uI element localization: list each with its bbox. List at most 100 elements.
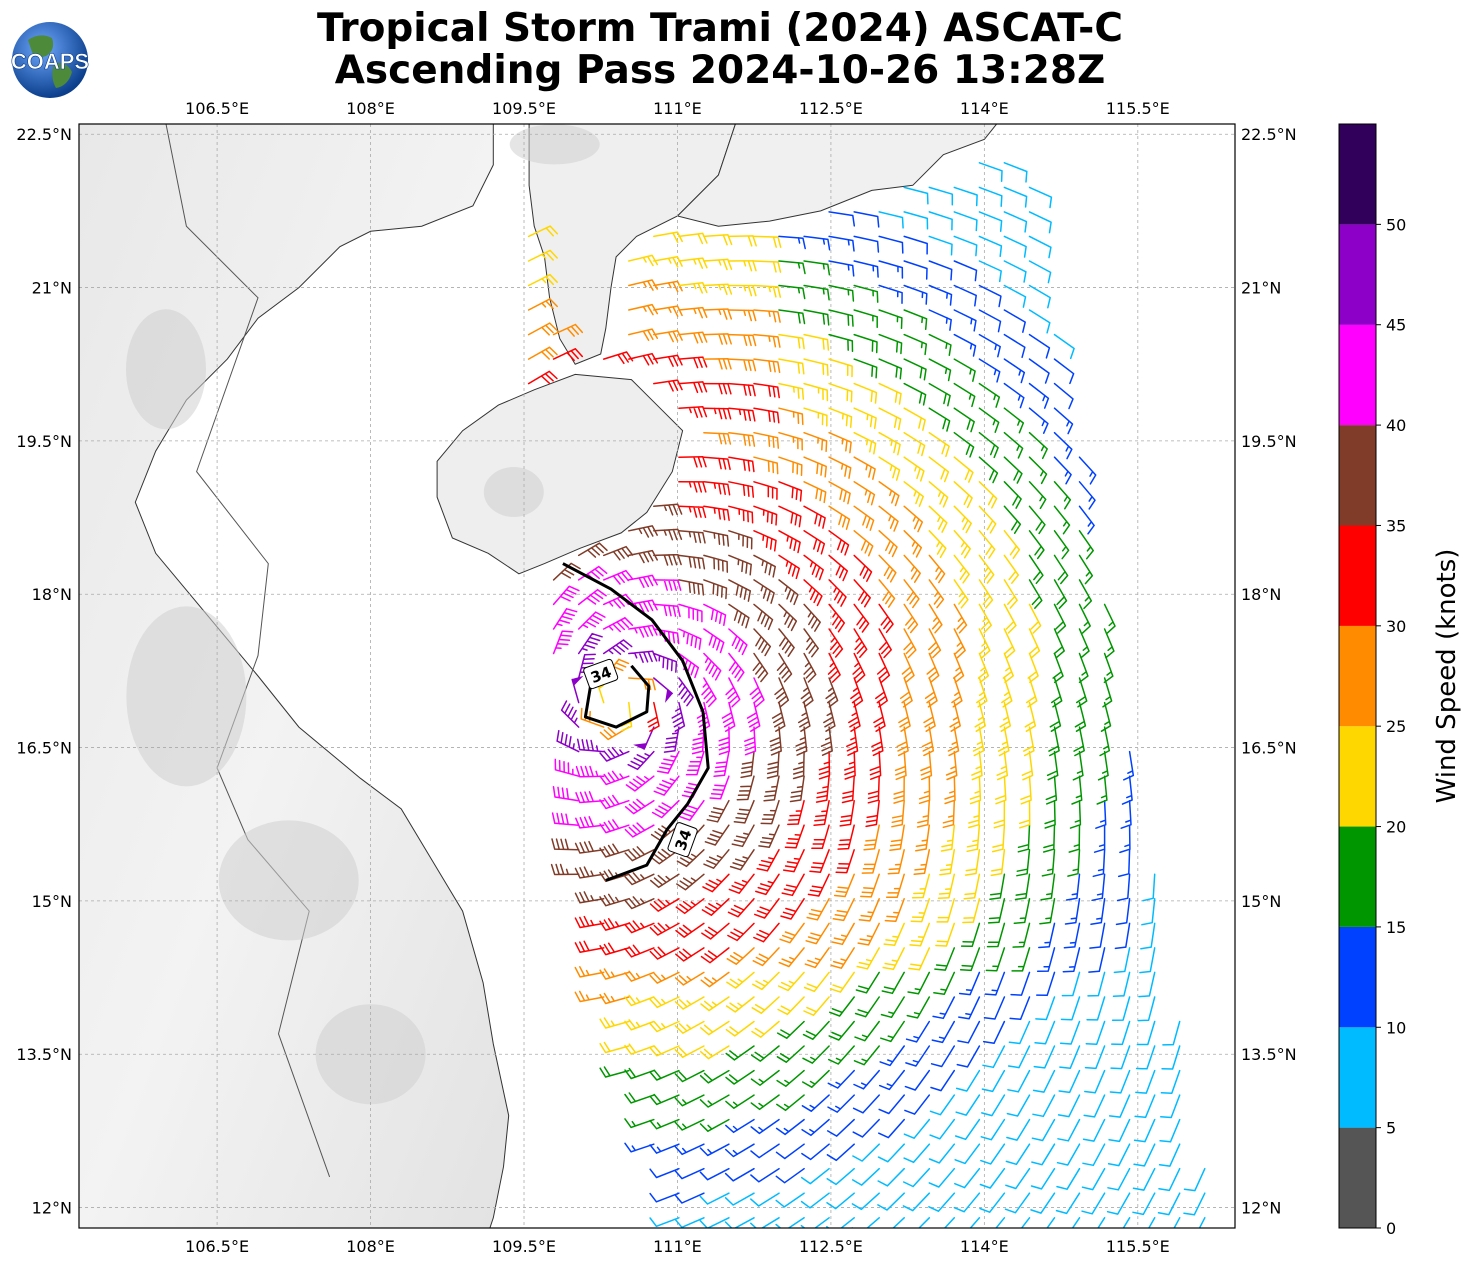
barb-staff: [703, 456, 731, 471]
wind-barb: [835, 849, 855, 874]
barb-staff: [577, 542, 608, 558]
colorbar-tick-label: 15: [1386, 918, 1406, 937]
barb-staff: [678, 331, 708, 344]
barb-staff: [828, 456, 852, 479]
wind-barb: [527, 322, 558, 336]
wind-barb: [663, 726, 680, 753]
wind-barb: [828, 456, 852, 479]
barb-staff: [826, 1192, 855, 1210]
wind-barb: [728, 235, 757, 247]
barb-staff: [1078, 554, 1094, 585]
wind-barb: [827, 652, 841, 683]
wind-barb: [1020, 1217, 1031, 1228]
barb-staff: [903, 1118, 931, 1139]
wind-barb: [678, 628, 702, 650]
barb-staff: [1028, 284, 1051, 309]
barb-staff: [959, 947, 981, 972]
barb-staff: [935, 922, 956, 947]
wind-barb: [878, 505, 899, 532]
barb-staff: [878, 211, 904, 229]
wind-barb: [778, 456, 803, 477]
barb-staff: [599, 746, 630, 762]
barb-staff: [1093, 824, 1106, 853]
wind-barb: [1068, 824, 1081, 853]
wind-barb: [703, 431, 732, 445]
barb-staff: [766, 750, 780, 779]
barb-staff: [700, 947, 730, 964]
barb-staff: [979, 1167, 1006, 1189]
barb-staff: [851, 1167, 880, 1186]
wind-barb: [879, 1045, 905, 1067]
wind-barb: [928, 579, 945, 609]
barb-staff: [699, 1192, 730, 1205]
wind-barb: [724, 1167, 755, 1182]
terrain-shade: [126, 606, 247, 787]
wind-barb: [944, 775, 956, 805]
barb-staff: [953, 382, 976, 408]
barb-staff: [828, 211, 856, 227]
barb-staff: [574, 966, 605, 978]
wind-barb: [753, 603, 774, 631]
lat-tick-label: 18°N: [32, 585, 72, 604]
wind-barb: [1083, 1094, 1106, 1118]
wind-barb: [787, 799, 805, 826]
barb-staff: [865, 799, 880, 828]
wind-barb: [1053, 554, 1069, 585]
wind-barb: [1011, 947, 1031, 972]
barb-staff: [678, 306, 708, 319]
wind-barb: [1053, 628, 1065, 659]
barb-staff: [733, 799, 755, 824]
wind-barb: [953, 456, 974, 483]
barb-staff: [829, 971, 855, 993]
barb-staff: [1082, 1118, 1106, 1142]
barb-staff: [1020, 775, 1032, 805]
wind-barb: [1138, 971, 1156, 998]
wind-barb: [778, 603, 798, 632]
wind-barb: [1110, 1045, 1131, 1070]
wind-barb: [837, 824, 855, 850]
barb-staff: [625, 775, 655, 792]
barb-staff: [1053, 382, 1074, 410]
wind-barb: [1134, 1094, 1156, 1119]
barb-staff: [903, 431, 926, 457]
barb-staff: [957, 1020, 981, 1044]
colorbar-tick-label: 40: [1386, 416, 1406, 435]
wind-barb: [750, 1192, 780, 1207]
barb-staff: [602, 617, 634, 633]
barb-staff: [1003, 603, 1017, 634]
barb-staff: [1002, 652, 1014, 684]
wind-barb: [752, 947, 780, 967]
barb-staff: [928, 554, 946, 584]
barb-staff: [703, 652, 722, 681]
barb-staff: [815, 775, 830, 803]
colorbar-segment: [1339, 224, 1376, 325]
barb-staff: [725, 1045, 755, 1061]
wind-barb: [752, 971, 780, 991]
wind-barb: [955, 1094, 981, 1116]
wind-barb: [1045, 775, 1058, 805]
wind-barb: [784, 824, 805, 849]
wind-barb: [803, 333, 830, 351]
wind-barb: [703, 382, 732, 395]
wind-barb: [574, 915, 605, 929]
wind-barb: [703, 603, 727, 627]
barb-staff: [883, 922, 905, 947]
barb-staff: [755, 873, 780, 896]
wind-barb: [828, 358, 853, 378]
barb-staff: [801, 1094, 830, 1112]
contour-34kt-outer: [562, 562, 710, 882]
wind-barb: [678, 406, 708, 418]
wind-barb: [882, 947, 905, 971]
wind-barb: [624, 920, 655, 934]
barb-staff: [820, 726, 833, 756]
wind-barb: [1107, 1167, 1131, 1191]
wind-barb: [1057, 1118, 1081, 1142]
wind-barb: [1003, 382, 1025, 409]
wind-barb: [700, 1020, 730, 1036]
barb-staff: [1108, 1094, 1131, 1118]
lon-tick-label: 108°E: [346, 99, 395, 118]
wind-barb: [953, 407, 975, 433]
barb-staff: [627, 750, 655, 771]
barb-staff: [551, 838, 580, 851]
